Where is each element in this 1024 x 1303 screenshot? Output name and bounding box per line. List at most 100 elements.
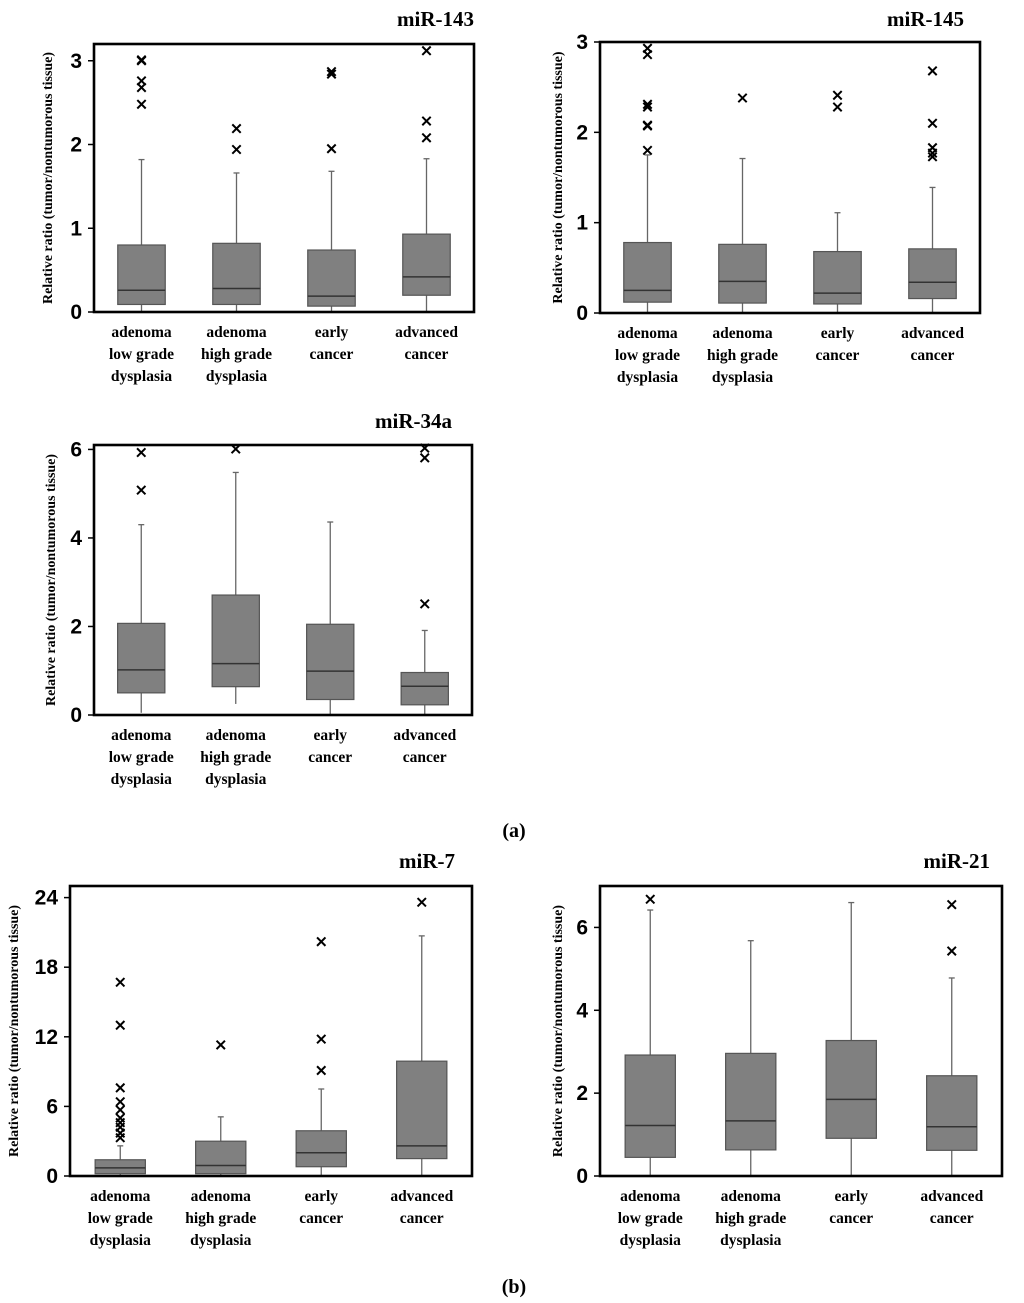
y-tick-label: 3: [70, 50, 82, 73]
box-2: [725, 940, 777, 1176]
y-tick-label: 4: [576, 999, 588, 1022]
outlier-marker: [326, 66, 337, 77]
outlier-marker: [832, 90, 843, 101]
y-tick-label: 6: [46, 1095, 58, 1118]
box-4: [402, 45, 451, 312]
outlier-marker: [115, 1096, 126, 1107]
category-label: early: [304, 1188, 338, 1205]
outlier-marker: [231, 123, 242, 134]
chart-mir-21: miR-21 Relative ratio (tumor/nontumorous …: [551, 849, 1004, 1249]
category-label: low grade: [618, 1210, 683, 1227]
category-label: adenoma: [712, 325, 773, 342]
y-tick-label: 2: [70, 615, 82, 638]
outlier-marker: [832, 102, 843, 112]
iqr-box: [400, 671, 449, 706]
category-label: high grade: [715, 1210, 786, 1227]
category-label: dysplasia: [111, 771, 172, 788]
box-3: [813, 90, 862, 313]
category-label: dysplasia: [190, 1232, 251, 1249]
category-label: advanced: [390, 1188, 453, 1205]
outlier-marker: [642, 102, 653, 112]
outlier-marker: [946, 946, 957, 956]
category-label: early: [313, 727, 347, 744]
outlier-marker: [316, 1034, 327, 1045]
category-label: cancer: [400, 1210, 444, 1227]
iqr-box: [725, 1052, 777, 1151]
outlier-marker: [231, 144, 242, 155]
category-label: adenoma: [206, 727, 267, 744]
category-label: cancer: [816, 347, 860, 364]
iqr-box: [908, 248, 957, 300]
outlier-marker: [642, 99, 653, 110]
category-label: cancer: [308, 749, 352, 766]
y-tick-label: 1: [70, 217, 82, 240]
outlier-marker: [421, 132, 432, 143]
chart-mir-34a: miR-34a Relative ratio (tumor/nontumorous…: [44, 409, 474, 788]
y-tick-label: 1: [576, 212, 588, 235]
outlier-marker: [326, 143, 337, 154]
outlier-marker: [419, 452, 430, 463]
box-1: [117, 447, 166, 713]
y-tick-label: 2: [576, 121, 588, 144]
category-label: adenoma: [191, 1188, 252, 1205]
iqr-box: [307, 249, 356, 307]
iqr-box: [718, 243, 767, 304]
y-tick-label: 6: [576, 916, 588, 939]
outlier-marker: [642, 145, 653, 156]
y-axis-label: Relative ratio (tumor/nontumorous tissue…: [551, 51, 566, 303]
category-label: early: [821, 325, 855, 342]
outlier-marker: [136, 55, 147, 65]
outlier-marker: [136, 99, 147, 110]
y-axis-label: Relative ratio (tumor/nontumorous tissue…: [7, 905, 22, 1157]
outlier-marker: [927, 151, 938, 162]
outlier-marker: [421, 45, 432, 56]
plot-frame: [92, 443, 474, 717]
category-label: dysplasia: [720, 1232, 781, 1249]
box-3: [825, 901, 877, 1176]
y-tick-label: 0: [576, 302, 588, 325]
category-label: early: [834, 1188, 868, 1205]
y-tick-label: 4: [70, 527, 82, 550]
chart-title: miR-143: [397, 7, 474, 31]
iqr-box: [926, 1075, 978, 1151]
box-1: [624, 894, 676, 1176]
category-label: low grade: [615, 347, 680, 364]
category-label: high grade: [201, 346, 272, 363]
category-label: cancer: [403, 749, 447, 766]
iqr-box: [295, 1130, 347, 1168]
iqr-box: [623, 241, 672, 303]
outlier-marker: [115, 1020, 126, 1031]
iqr-box: [396, 1060, 448, 1160]
outlier-marker: [115, 1113, 126, 1123]
category-label: adenoma: [206, 324, 267, 341]
box-2: [212, 123, 261, 312]
category-label: cancer: [405, 346, 449, 363]
outlier-marker: [115, 1104, 126, 1115]
category-label: cancer: [299, 1210, 343, 1227]
y-tick-label: 2: [576, 1082, 588, 1105]
outlier-marker: [927, 142, 938, 153]
category-label: dysplasia: [205, 771, 266, 788]
category-label: advanced: [920, 1188, 983, 1205]
category-label: high grade: [707, 347, 778, 364]
chart-title: miR-7: [399, 849, 455, 873]
category-label: adenoma: [111, 727, 172, 744]
iqr-box: [813, 250, 862, 305]
category-label: cancer: [930, 1210, 974, 1227]
box-4: [926, 899, 978, 1176]
outlier-marker: [136, 75, 147, 86]
iqr-box: [212, 242, 261, 306]
outlier-marker: [927, 65, 938, 76]
chart-title: miR-21: [924, 849, 991, 873]
outlier-marker: [737, 93, 748, 103]
iqr-box: [306, 623, 355, 701]
iqr-box: [825, 1039, 877, 1139]
outlier-marker: [326, 69, 337, 80]
category-label: adenoma: [617, 325, 678, 342]
category-label: low grade: [109, 749, 174, 766]
box-3: [295, 936, 347, 1176]
outlier-marker: [416, 897, 427, 908]
y-tick-label: 12: [35, 1026, 58, 1049]
category-label: low grade: [88, 1210, 153, 1227]
